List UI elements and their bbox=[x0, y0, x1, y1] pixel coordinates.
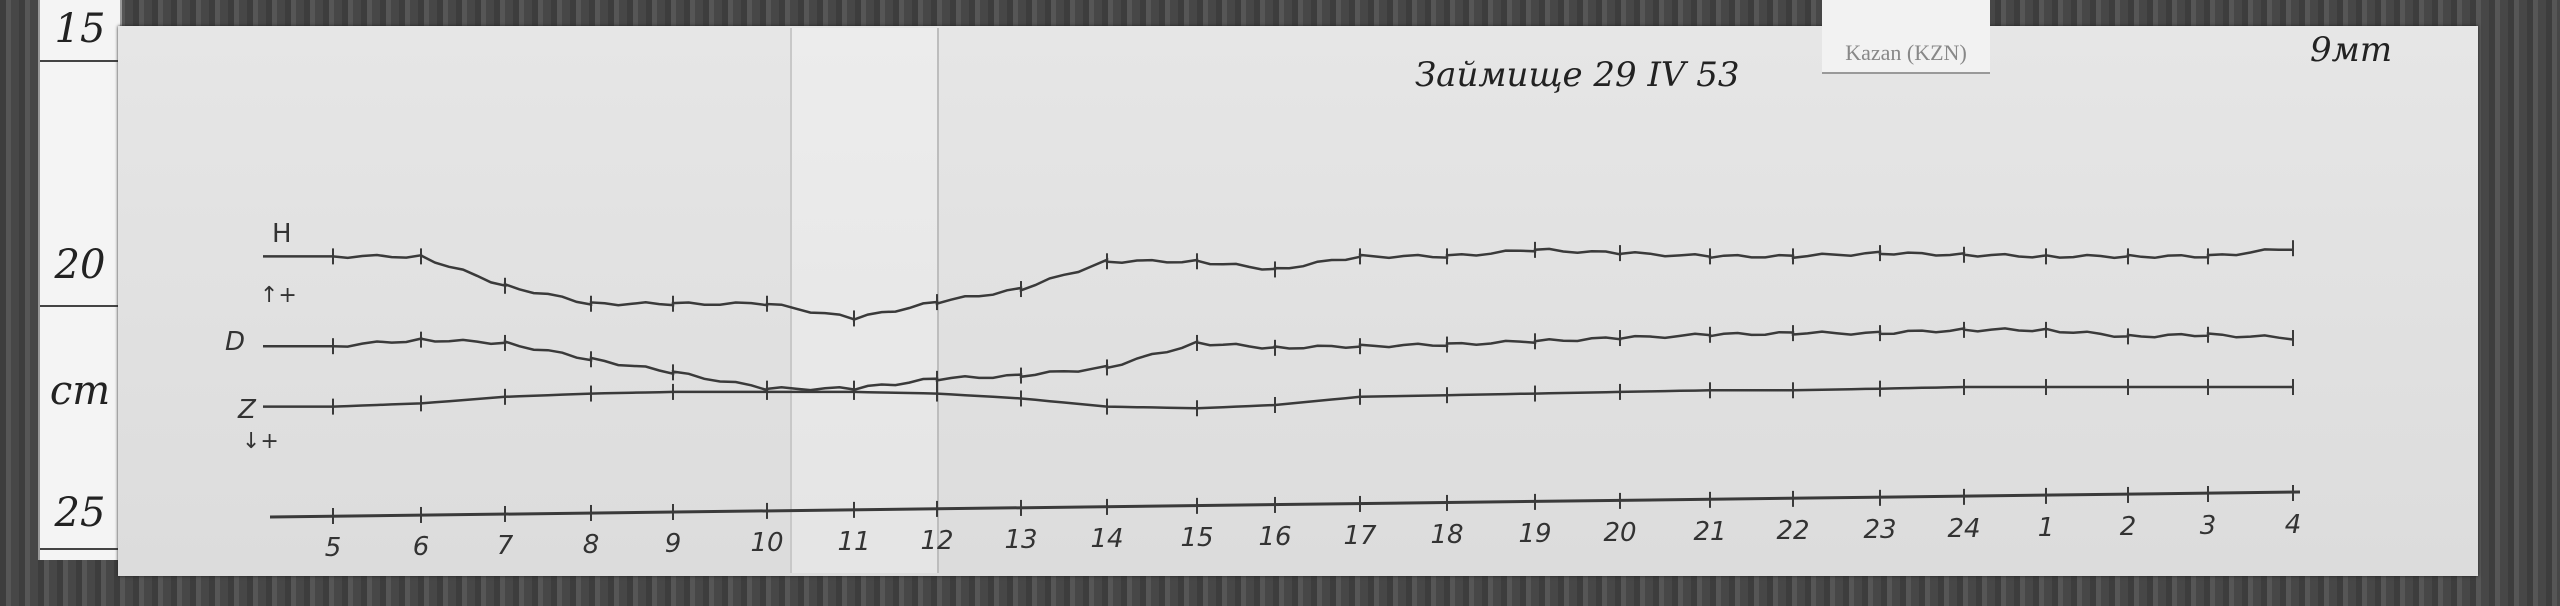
label-h-sign: ↑+ bbox=[260, 283, 297, 308]
hour-label-3: 3 bbox=[2200, 511, 2217, 541]
label-d: D bbox=[225, 327, 245, 357]
magnetogram-paper bbox=[118, 26, 2478, 576]
hour-label-22: 22 bbox=[1776, 516, 1809, 546]
hour-label-1: 1 bbox=[2038, 513, 2055, 543]
hour-label-20: 20 bbox=[1603, 518, 1636, 548]
hour-label-4: 4 bbox=[2285, 510, 2302, 540]
hour-label-23: 23 bbox=[1863, 515, 1896, 545]
hour-label-17: 17 bbox=[1343, 521, 1377, 551]
label-z-sign: ↓+ bbox=[242, 429, 279, 454]
time-axis bbox=[269, 490, 2301, 519]
ruler-mark-15: 15 bbox=[54, 6, 106, 52]
hour-label-7: 7 bbox=[497, 531, 514, 561]
hour-label-24: 24 bbox=[1947, 514, 1980, 544]
hour-label-6: 6 bbox=[413, 532, 430, 562]
hour-label-8: 8 bbox=[583, 530, 600, 560]
ruler-unit: cm bbox=[49, 368, 111, 414]
hour-label-19: 19 bbox=[1518, 519, 1551, 549]
hour-label-14: 14 bbox=[1090, 524, 1123, 554]
corner-note: 9мт bbox=[2310, 30, 2393, 70]
label-h: H bbox=[272, 219, 292, 249]
label-z: Z bbox=[237, 395, 257, 425]
ruler-line bbox=[40, 305, 120, 307]
station-label: Kazan (KZN) bbox=[1822, 0, 1990, 74]
station-label-text: Kazan (KZN) bbox=[1845, 40, 1967, 65]
ruler-line bbox=[40, 548, 120, 550]
hour-label-9: 9 bbox=[665, 529, 682, 559]
record-title: Займище 29 IV 53 bbox=[1415, 55, 1740, 95]
trace-d bbox=[262, 326, 2294, 392]
hour-label-15: 15 bbox=[1180, 523, 1213, 553]
cm-ruler: 15 20 cm 25 bbox=[38, 0, 122, 560]
hour-label-12: 12 bbox=[920, 526, 953, 556]
hour-label-13: 13 bbox=[1004, 525, 1037, 555]
hour-label-16: 16 bbox=[1258, 522, 1291, 552]
ruler-line bbox=[40, 60, 120, 62]
hour-label-2: 2 bbox=[2120, 512, 2137, 542]
ruler-mark-25: 25 bbox=[54, 490, 106, 536]
hour-label-5: 5 bbox=[325, 533, 342, 563]
ruler-mark-20: 20 bbox=[54, 242, 106, 288]
transparent-ruler bbox=[790, 28, 939, 573]
hour-label-10: 10 bbox=[750, 528, 783, 558]
trace-h bbox=[262, 247, 2294, 322]
hour-label-18: 18 bbox=[1430, 520, 1463, 550]
hour-label-11: 11 bbox=[837, 527, 870, 557]
trace-z bbox=[262, 385, 2293, 410]
hour-label-21: 21 bbox=[1693, 517, 1726, 547]
